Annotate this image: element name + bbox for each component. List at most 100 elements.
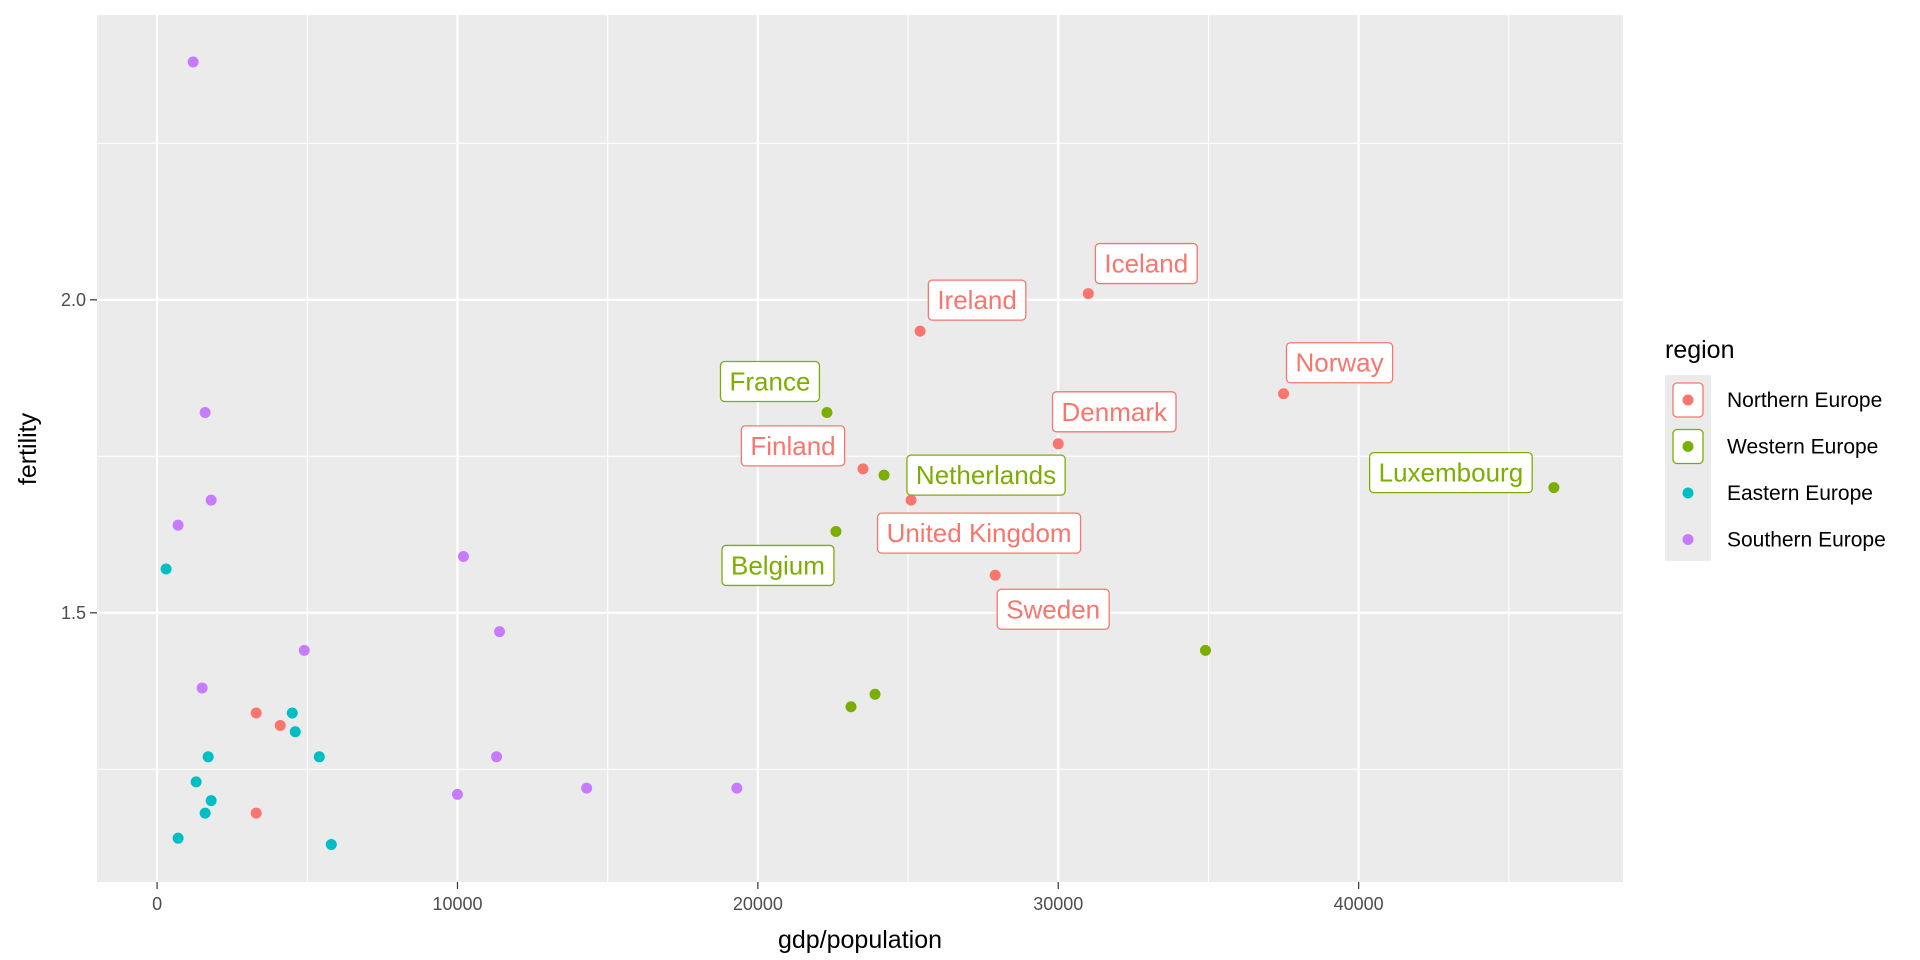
data-point xyxy=(313,751,325,763)
legend-item: Eastern Europe xyxy=(1682,482,1873,505)
data-point xyxy=(1278,388,1290,400)
data-point xyxy=(298,644,310,656)
label-box xyxy=(1094,242,1198,285)
legend-key-point xyxy=(1682,487,1694,499)
point-label: Ireland xyxy=(927,279,1027,321)
point-label: Denmark xyxy=(1051,391,1177,433)
label-text: Netherlands xyxy=(916,460,1056,490)
data-point xyxy=(1052,438,1064,450)
label-text: France xyxy=(729,367,810,397)
data-points xyxy=(160,56,1560,850)
label-box xyxy=(927,279,1027,321)
y-axis-title: fertility xyxy=(14,412,42,485)
legend-key-point xyxy=(1682,534,1694,545)
point-label: Finland xyxy=(740,425,846,467)
x-tick-label: 0 xyxy=(152,894,162,914)
data-point xyxy=(250,707,262,719)
label-text: Sweden xyxy=(1006,594,1100,624)
data-point xyxy=(457,550,469,562)
data-point xyxy=(857,463,869,475)
legend-key-point xyxy=(1682,441,1694,452)
point-labels: Iceland Ireland Norway Denmark Finland United… xyxy=(719,242,1533,630)
axes: 0 10000 20000 30000 40000 1.5 2.0 xyxy=(61,290,1384,914)
label-box xyxy=(1285,342,1394,384)
point-label: Sweden xyxy=(996,588,1110,630)
data-point xyxy=(451,788,463,800)
label-text: Denmark xyxy=(1062,397,1168,427)
data-point xyxy=(274,720,286,732)
data-point xyxy=(869,688,881,700)
data-point xyxy=(914,325,926,337)
data-point xyxy=(202,751,214,763)
label-text: Norway xyxy=(1295,348,1383,378)
data-point xyxy=(845,701,857,713)
data-point xyxy=(190,776,202,788)
legend-label: Western Europe xyxy=(1727,436,1878,459)
label-text: Finland xyxy=(750,431,835,461)
legend-key-point xyxy=(1682,394,1694,406)
data-point xyxy=(581,782,593,794)
label-box xyxy=(740,425,846,467)
label-text: Luxembourg xyxy=(1379,458,1524,488)
data-point xyxy=(325,838,337,850)
legend-title: region xyxy=(1665,336,1735,364)
data-point xyxy=(1548,482,1560,494)
label-box xyxy=(1051,391,1177,433)
point-label: Norway xyxy=(1285,342,1394,384)
legend-label: Northern Europe xyxy=(1727,389,1882,412)
y-tick-label: 1.5 xyxy=(61,603,86,623)
legend-label: Eastern Europe xyxy=(1727,482,1873,505)
data-point xyxy=(172,832,184,844)
data-point xyxy=(199,807,211,819)
data-point xyxy=(494,626,506,638)
data-point xyxy=(491,751,503,763)
y-tick-label: 2.0 xyxy=(61,290,86,310)
x-tick-label: 30000 xyxy=(1033,894,1083,914)
data-point xyxy=(1082,288,1094,300)
data-point xyxy=(160,563,172,575)
panel-background xyxy=(97,15,1623,882)
label-text: United Kingdom xyxy=(887,518,1072,548)
data-point xyxy=(250,807,262,819)
label-box xyxy=(721,544,835,587)
x-tick-label: 10000 xyxy=(432,894,482,914)
data-point xyxy=(878,469,890,481)
data-point xyxy=(989,569,1001,581)
legend-item: Southern Europe xyxy=(1682,529,1886,552)
data-point xyxy=(1199,644,1211,656)
label-text: Ireland xyxy=(937,285,1017,315)
label-box xyxy=(1368,451,1533,494)
point-label: Luxembourg xyxy=(1368,451,1533,494)
data-point xyxy=(731,782,743,794)
grid-lines xyxy=(97,15,1623,882)
label-box xyxy=(876,512,1082,554)
point-label: Iceland xyxy=(1094,242,1198,285)
label-box xyxy=(719,360,821,403)
data-point xyxy=(905,494,917,506)
data-point xyxy=(187,56,199,68)
data-point xyxy=(821,407,833,419)
x-axis-title: gdp/population xyxy=(778,926,942,954)
data-point xyxy=(286,707,298,719)
data-point xyxy=(830,525,842,537)
data-point xyxy=(196,682,208,694)
data-point xyxy=(199,407,211,419)
point-label: Belgium xyxy=(721,544,835,587)
point-label: United Kingdom xyxy=(876,512,1082,554)
data-point xyxy=(205,795,217,807)
legend-item: Northern Europe xyxy=(1672,382,1882,418)
legend-label: Southern Europe xyxy=(1727,529,1886,552)
label-box xyxy=(906,454,1066,496)
label-box xyxy=(996,588,1110,630)
label-text: Belgium xyxy=(731,550,825,580)
data-point xyxy=(205,494,217,506)
point-label: France xyxy=(719,360,821,403)
label-text: Iceland xyxy=(1104,249,1188,279)
x-tick-label: 40000 xyxy=(1334,894,1384,914)
x-tick-label: 20000 xyxy=(733,894,783,914)
data-point xyxy=(289,726,301,738)
legend: region Northern Europe Western Europe East… xyxy=(1665,336,1886,561)
legend-item: Western Europe xyxy=(1672,428,1878,465)
point-label: Netherlands xyxy=(906,454,1066,496)
